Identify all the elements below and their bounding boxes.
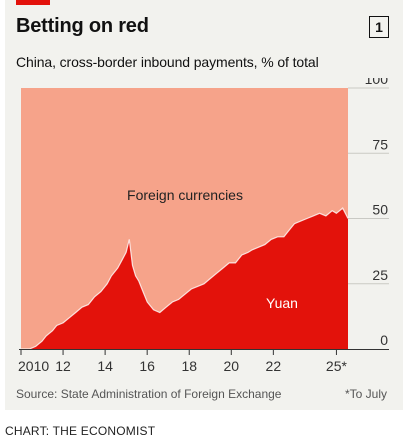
brand-accent-bar (16, 0, 50, 5)
y-tick-label: 0 (380, 332, 388, 348)
yuan-boundary-line (21, 207, 349, 350)
y-axis-ticks: 100 75 50 25 0 (365, 78, 389, 348)
chart-card: Betting on red 1 China, cross-border inb… (5, 0, 403, 410)
chart-credit: CHART: THE ECONOMIST (5, 424, 156, 438)
x-tick-label: 2010 (18, 358, 49, 374)
chart-number-badge: 1 (369, 16, 389, 38)
yuan-area (21, 208, 348, 349)
x-tick-label: 12 (55, 358, 71, 374)
x-tick-label: 25* (326, 358, 348, 374)
y-tick-label: 25 (372, 267, 388, 283)
x-axis-ticks: 2010 12 14 16 18 20 22 25* (18, 349, 347, 374)
foreign-currencies-label: Foreign currencies (127, 187, 243, 203)
y-tick-label: 75 (372, 136, 388, 152)
x-tick-label: 22 (266, 358, 282, 374)
x-tick-label: 14 (97, 358, 113, 374)
footnote: *To July (344, 387, 387, 401)
chart-subtitle: China, cross-border inbound payments, % … (16, 54, 319, 70)
chart-plot: 100 75 50 25 0 2010 12 14 16 18 20 22 25* Foreign c… (5, 78, 403, 384)
x-tick-label: 20 (224, 358, 240, 374)
source-note: Source: State Administration of Foreign … (16, 387, 282, 401)
y-tick-label: 100 (365, 78, 389, 87)
gridlines (348, 87, 389, 285)
yuan-label: Yuan (266, 295, 298, 311)
y-tick-label: 50 (372, 202, 388, 218)
chart-title: Betting on red (16, 15, 149, 37)
x-tick-label: 16 (139, 358, 155, 374)
x-tick-label: 18 (181, 358, 197, 374)
